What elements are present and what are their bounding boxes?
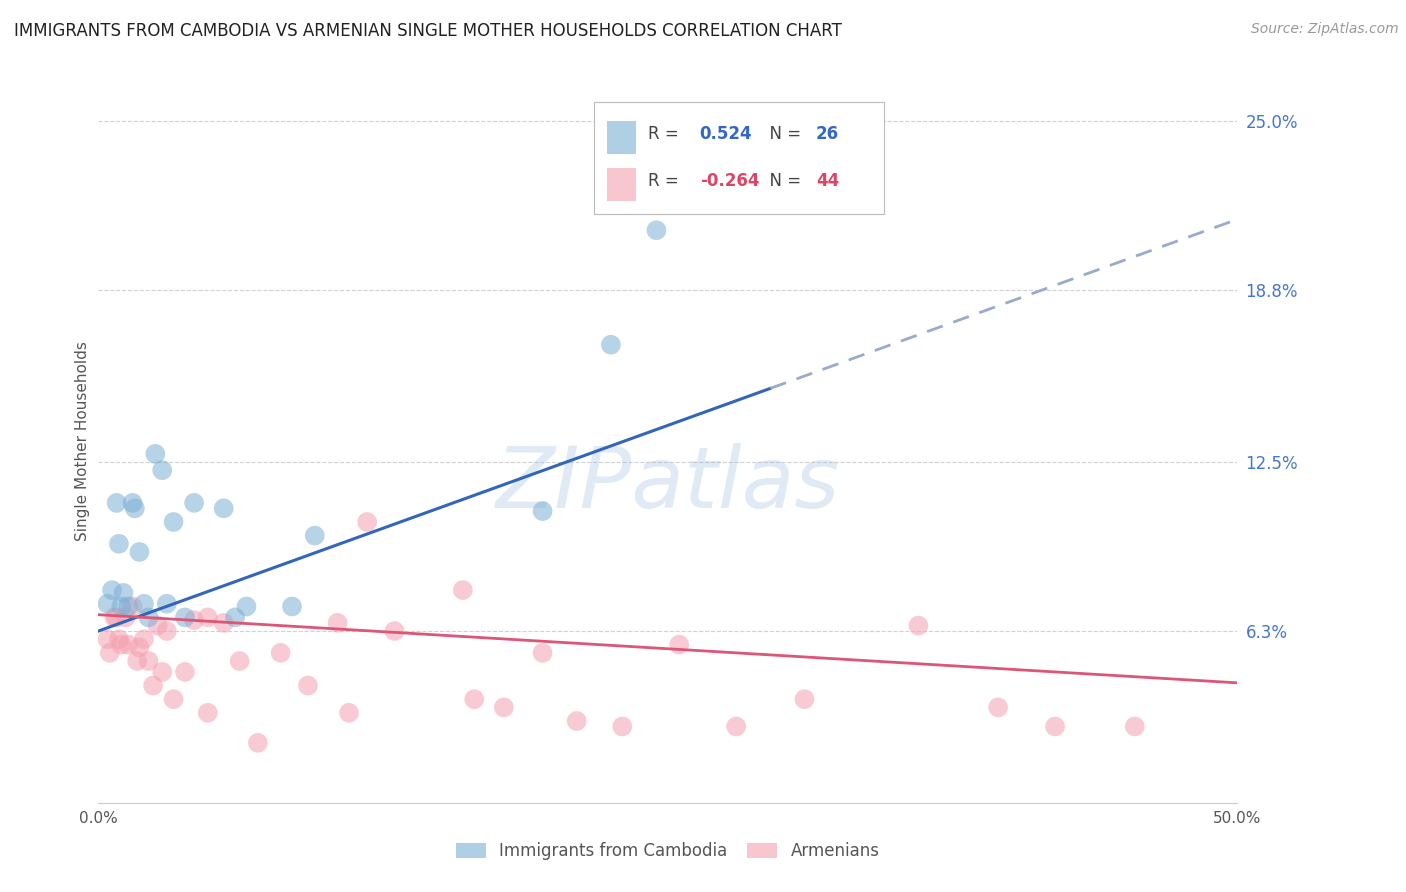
Text: 0.524: 0.524 [700, 126, 752, 144]
Point [103, 610, 125, 624]
Text: N =: N = [759, 126, 806, 144]
Text: R =: R = [648, 172, 685, 190]
Point [114, 610, 136, 624]
Point [146, 618, 169, 632]
Point [183, 496, 205, 510]
FancyBboxPatch shape [607, 120, 636, 154]
Point [793, 692, 815, 706]
Point [384, 624, 406, 638]
Point [105, 496, 128, 510]
Point [112, 586, 135, 600]
Point [907, 618, 929, 632]
Point [150, 463, 173, 477]
Point [645, 223, 668, 237]
Point [174, 610, 197, 624]
Point [297, 679, 319, 693]
Point [174, 665, 197, 679]
Point [451, 583, 474, 598]
Point [356, 515, 378, 529]
Text: R =: R = [648, 126, 685, 144]
Point [117, 599, 139, 614]
Point [121, 599, 143, 614]
Point [212, 501, 235, 516]
Point [96, 597, 118, 611]
Point [105, 610, 128, 624]
Point [162, 515, 184, 529]
Text: IMMIGRANTS FROM CAMBODIA VS ARMENIAN SINGLE MOTHER HOUSEHOLDS CORRELATION CHART: IMMIGRANTS FROM CAMBODIA VS ARMENIAN SIN… [14, 22, 842, 40]
Point [600, 337, 623, 351]
Point [108, 632, 131, 647]
Point [117, 638, 139, 652]
Point [228, 654, 250, 668]
Point [492, 700, 515, 714]
Point [270, 646, 292, 660]
Point [132, 597, 155, 611]
Point [326, 615, 349, 630]
Point [98, 646, 121, 660]
Point [132, 632, 155, 647]
Point [138, 654, 160, 668]
Point [987, 700, 1010, 714]
Point [197, 610, 219, 624]
Point [128, 545, 150, 559]
Point [224, 610, 246, 624]
Text: ZIPatlas: ZIPatlas [496, 443, 839, 526]
Point [337, 706, 360, 720]
Text: Source: ZipAtlas.com: Source: ZipAtlas.com [1251, 22, 1399, 37]
Point [212, 615, 235, 630]
Point [138, 610, 160, 624]
Point [162, 692, 184, 706]
Point [127, 654, 149, 668]
Point [304, 528, 326, 542]
Y-axis label: Single Mother Households: Single Mother Households [75, 342, 90, 541]
Point [124, 501, 146, 516]
Point [145, 447, 167, 461]
Point [96, 632, 118, 647]
Point [668, 638, 690, 652]
Point [110, 638, 132, 652]
Point [531, 646, 554, 660]
Text: N =: N = [759, 172, 806, 190]
Point [156, 624, 179, 638]
Text: 26: 26 [815, 126, 839, 144]
Point [101, 583, 124, 598]
FancyBboxPatch shape [593, 102, 884, 214]
Point [281, 599, 304, 614]
Point [235, 599, 257, 614]
Point [128, 640, 150, 655]
Point [183, 613, 205, 627]
Text: -0.264: -0.264 [700, 172, 759, 190]
Point [108, 537, 131, 551]
Point [463, 692, 485, 706]
Point [725, 719, 748, 733]
Point [150, 665, 173, 679]
Text: 44: 44 [815, 172, 839, 190]
Legend: Immigrants from Cambodia, Armenians: Immigrants from Cambodia, Armenians [450, 836, 886, 867]
FancyBboxPatch shape [607, 168, 636, 202]
Point [197, 706, 219, 720]
Point [1043, 719, 1066, 733]
Point [156, 597, 179, 611]
Point [1123, 719, 1146, 733]
Point [531, 504, 554, 518]
Point [121, 496, 143, 510]
Point [565, 714, 588, 728]
Point [246, 736, 269, 750]
Point [142, 679, 165, 693]
Point [110, 599, 132, 614]
Point [612, 719, 634, 733]
